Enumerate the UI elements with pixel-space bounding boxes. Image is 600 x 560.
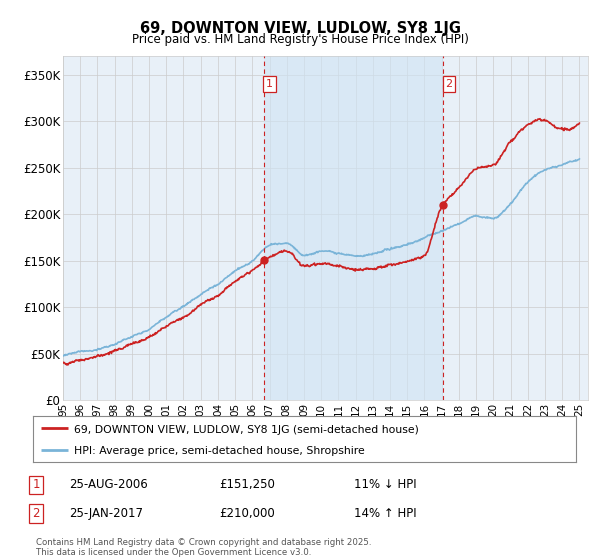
- Text: 69, DOWNTON VIEW, LUDLOW, SY8 1JG: 69, DOWNTON VIEW, LUDLOW, SY8 1JG: [139, 21, 461, 36]
- Text: 25-AUG-2006: 25-AUG-2006: [69, 478, 148, 492]
- Text: 1: 1: [266, 80, 273, 89]
- Text: Price paid vs. HM Land Registry's House Price Index (HPI): Price paid vs. HM Land Registry's House …: [131, 33, 469, 46]
- Text: 25-JAN-2017: 25-JAN-2017: [69, 507, 143, 520]
- Text: 69, DOWNTON VIEW, LUDLOW, SY8 1JG (semi-detached house): 69, DOWNTON VIEW, LUDLOW, SY8 1JG (semi-…: [74, 425, 419, 435]
- Text: 1: 1: [32, 478, 40, 492]
- Text: 2: 2: [32, 507, 40, 520]
- Text: £151,250: £151,250: [219, 478, 275, 492]
- Text: £210,000: £210,000: [219, 507, 275, 520]
- Text: 11% ↓ HPI: 11% ↓ HPI: [354, 478, 416, 492]
- Text: Contains HM Land Registry data © Crown copyright and database right 2025.
This d: Contains HM Land Registry data © Crown c…: [36, 538, 371, 557]
- Bar: [263, 56, 443, 400]
- Text: HPI: Average price, semi-detached house, Shropshire: HPI: Average price, semi-detached house,…: [74, 446, 364, 456]
- Text: 14% ↑ HPI: 14% ↑ HPI: [354, 507, 416, 520]
- Text: 2: 2: [445, 80, 452, 89]
